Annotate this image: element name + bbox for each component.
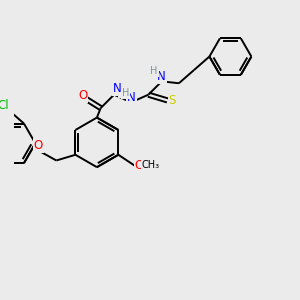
Text: O: O: [34, 139, 43, 152]
Text: O: O: [78, 89, 87, 102]
Text: N: N: [158, 70, 166, 83]
Text: S: S: [169, 94, 176, 107]
Text: H: H: [150, 66, 158, 76]
Text: O: O: [135, 159, 144, 172]
Text: CH₃: CH₃: [142, 160, 160, 170]
Text: H: H: [119, 87, 126, 97]
Text: N: N: [112, 82, 121, 95]
Text: N: N: [127, 91, 136, 104]
Text: H: H: [122, 88, 129, 98]
Text: Cl: Cl: [0, 99, 9, 112]
